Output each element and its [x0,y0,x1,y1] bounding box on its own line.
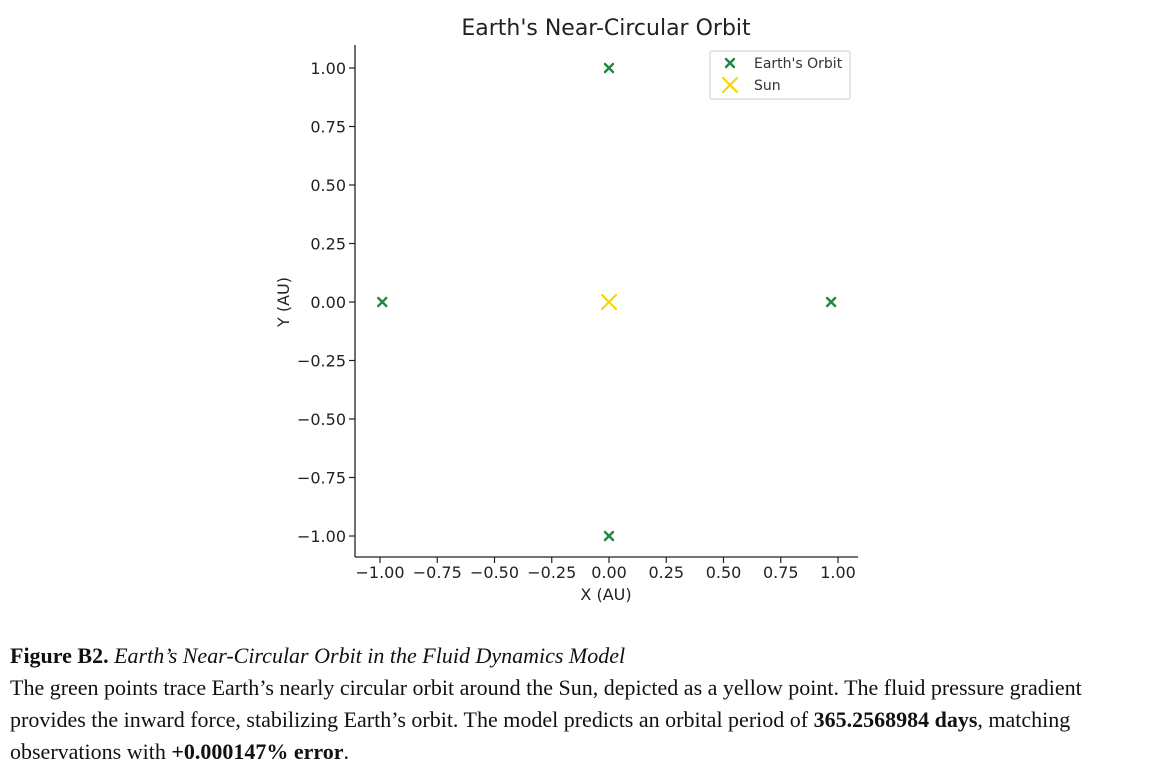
legend: Earth's Orbit Sun [709,50,851,100]
legend-marker [724,57,736,69]
figure-title: Earth’s Near-Circular Orbit in the Fluid… [114,643,626,668]
y-tick-label: −0.25 [297,352,346,371]
orbit-point [825,296,837,308]
x-tick-label: 0.00 [591,563,627,582]
orbit-point-stroke-b [603,530,615,542]
caption-body: The green points trace Earth’s nearly ci… [10,672,1150,768]
x-tick-label: −1.00 [355,563,404,582]
axes [354,45,858,558]
orbit-point [603,530,615,542]
orbit-point-stroke-b [825,296,837,308]
legend-marker [721,76,739,94]
sun-point-stroke-b [600,293,618,311]
figure-label: Figure B2. [10,643,109,668]
x-tick-label: 0.75 [763,563,799,582]
legend-marker-stroke-b [724,57,736,69]
sun-point [600,293,618,311]
caption-heading: Figure B2. Earth’s Near-Circular Orbit i… [10,640,1150,672]
y-tick-label: −0.75 [297,469,346,488]
x-tick-label: 1.00 [820,563,856,582]
y-axis-ticks: 1.00 0.75 0.50 0.25 0.00 −0.25 −0.50 −0.75 −1.00 [297,59,355,546]
y-tick-label: −1.00 [297,527,346,546]
orbit-point [603,62,615,74]
y-tick-label: 1.00 [310,59,346,78]
y-axis-label: Y (AU) [274,277,293,328]
y-tick-label: 0.00 [310,293,346,312]
x-tick-label: 0.50 [706,563,742,582]
y-tick-label: 0.75 [310,118,346,137]
legend-label: Sun [754,78,781,94]
caption-text-3: . [343,739,350,764]
legend-label: Earth's Orbit [754,56,843,72]
orbit-point-stroke-b [603,62,615,74]
caption-error: +0.000147% error [171,739,344,764]
x-axis-ticks: −1.00 −0.75 −0.50 −0.25 0.00 0.25 0.50 0.75 1.00 [355,557,856,582]
orbit-chart: Earth's Near-Circular Orbit −1.00 −0.75 −0… [274,16,858,604]
orbit-point [377,296,388,308]
orbit-point-stroke-b [377,296,388,308]
figure-caption: Figure B2. Earth’s Near-Circular Orbit i… [10,640,1150,768]
legend-frame [709,50,851,100]
x-tick-label: 0.25 [648,563,684,582]
x-axis-label: X (AU) [580,585,631,604]
x-tick-label: −0.75 [413,563,462,582]
chart-title: Earth's Near-Circular Orbit [461,16,751,41]
caption-text-2: , matching observations with [10,707,1071,764]
caption-period: 365.2568984 days [813,707,978,732]
x-tick-label: −0.25 [527,563,576,582]
y-tick-label: 0.50 [310,176,346,195]
legend-marker-stroke-b [721,76,739,94]
x-tick-label: −0.50 [470,563,519,582]
y-tick-label: 0.25 [310,235,346,254]
y-tick-label: −0.50 [297,410,346,429]
data-points [377,62,837,542]
caption-text-1: The green points trace Earth’s nearly ci… [10,675,1082,732]
